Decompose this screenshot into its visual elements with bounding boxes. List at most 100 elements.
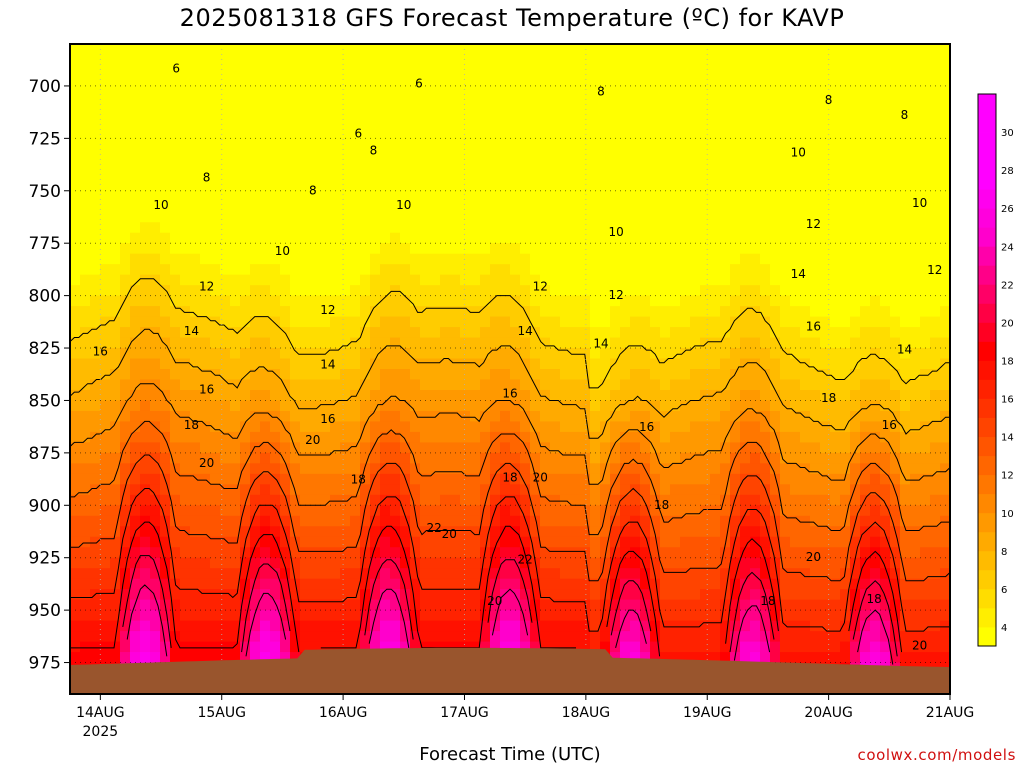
temperature-cell: [160, 75, 171, 87]
temperature-cell: [370, 568, 381, 580]
temperature-cell: [590, 316, 601, 328]
temperature-cell: [140, 452, 151, 464]
temperature-cell: [260, 127, 271, 139]
temperature-cell: [160, 589, 171, 601]
temperature-cell: [530, 96, 541, 108]
temperature-cell: [470, 536, 481, 548]
temperature-cell: [600, 306, 611, 318]
temperature-cell: [580, 526, 591, 538]
temperature-cell: [550, 211, 561, 223]
temperature-cell: [490, 253, 501, 265]
temperature-cell: [420, 138, 431, 150]
temperature-cell: [450, 610, 461, 622]
temperature-cell: [380, 127, 391, 139]
temperature-cell: [420, 557, 431, 569]
temperature-cell: [370, 505, 381, 517]
temperature-cell: [330, 473, 341, 485]
temperature-cell: [420, 127, 431, 139]
temperature-cell: [400, 452, 411, 464]
temperature-cell: [210, 389, 221, 402]
temperature-cell: [500, 264, 511, 276]
temperature-cell: [550, 75, 561, 87]
temperature-cell: [600, 127, 611, 139]
temperature-cell: [820, 473, 831, 485]
temperature-cell: [830, 180, 841, 192]
temperature-cell: [640, 337, 651, 349]
temperature-cell: [710, 620, 721, 632]
temperature-cell: [650, 369, 661, 381]
temperature-cell: [140, 536, 151, 548]
temperature-cell: [650, 431, 661, 443]
temperature-cell: [720, 526, 731, 538]
temperature-cell: [780, 610, 791, 622]
temperature-cell: [600, 410, 611, 423]
temperature-cell: [210, 421, 221, 433]
temperature-cell: [350, 127, 361, 139]
temperature-cell: [330, 484, 341, 496]
temperature-cell: [410, 452, 421, 464]
temperature-cell: [430, 44, 441, 56]
temperature-cell: [600, 473, 611, 485]
temperature-cell: [680, 138, 691, 150]
temperature-cell: [300, 211, 311, 223]
temperature-cell: [540, 75, 551, 87]
temperature-cell: [780, 369, 791, 381]
temperature-cell: [800, 106, 811, 118]
temperature-cell: [470, 232, 481, 244]
temperature-cell: [800, 431, 811, 443]
temperature-cell: [700, 578, 711, 590]
temperature-cell: [780, 400, 791, 412]
temperature-cell: [630, 180, 641, 192]
temperature-cell: [740, 389, 751, 402]
temperature-cell: [90, 75, 101, 87]
temperature-cell: [530, 274, 541, 286]
temperature-cell: [260, 631, 271, 643]
temperature-cell: [310, 64, 321, 77]
temperature-cell: [710, 306, 721, 318]
temperature-cell: [570, 190, 581, 202]
temperature-cell: [160, 358, 171, 370]
temperature-cell: [120, 295, 131, 307]
temperature-cell: [620, 599, 631, 611]
temperature-cell: [570, 557, 581, 569]
temperature-cell: [350, 253, 361, 265]
temperature-cell: [540, 44, 551, 56]
temperature-cell: [180, 421, 191, 433]
temperature-cell: [310, 578, 321, 590]
temperature-cell: [680, 64, 691, 77]
temperature-cell: [190, 222, 201, 234]
temperature-cell: [650, 327, 661, 339]
temperature-cell: [380, 421, 391, 433]
temperature-cell: [490, 610, 501, 622]
temperature-cell: [420, 568, 431, 580]
temperature-cell: [190, 85, 201, 98]
temperature-cell: [530, 410, 541, 423]
temperature-cell: [350, 337, 361, 349]
temperature-cell: [360, 515, 371, 527]
temperature-cell: [790, 64, 801, 77]
temperature-cell: [740, 620, 751, 632]
temperature-cell: [840, 652, 851, 664]
temperature-cell: [470, 379, 481, 391]
temperature-cell: [260, 599, 271, 611]
temperature-cell: [250, 641, 261, 653]
temperature-cell: [260, 515, 271, 527]
temperature-cell: [470, 358, 481, 370]
temperature-cell: [430, 473, 441, 485]
temperature-cell: [130, 75, 141, 87]
temperature-cell: [720, 389, 731, 402]
temperature-cell: [340, 410, 351, 423]
temperature-cell: [440, 253, 451, 265]
temperature-cell: [100, 253, 111, 265]
temperature-cell: [260, 264, 271, 276]
temperature-cell: [690, 327, 701, 339]
temperature-cell: [360, 463, 371, 475]
temperature-cell: [130, 557, 141, 569]
temperature-cell: [160, 285, 171, 297]
temperature-cell: [430, 599, 441, 611]
temperature-cell: [670, 253, 681, 265]
temperature-cell: [510, 389, 521, 402]
temperature-cell: [650, 54, 661, 66]
temperature-cell: [690, 473, 701, 485]
temperature-cell: [860, 547, 871, 559]
